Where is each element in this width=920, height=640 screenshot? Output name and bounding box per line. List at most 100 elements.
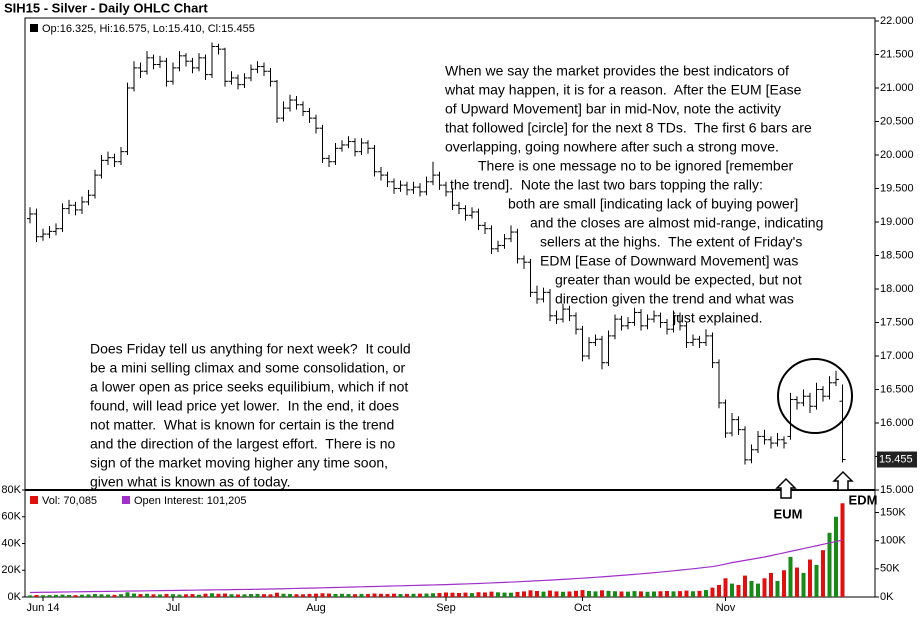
ohlc-bar — [79, 196, 85, 214]
y-tick-label: 17.500 — [880, 316, 914, 328]
right-note-line: what may happen, it is for a reason. Aft… — [444, 82, 802, 98]
y-tick-label: 19.500 — [880, 182, 914, 194]
ohlc-bar — [27, 207, 33, 224]
ohlc-bar — [482, 222, 488, 235]
ohlc-bar — [755, 431, 761, 454]
x-tick-label: Nov — [716, 602, 736, 614]
ohlc-bar — [781, 436, 787, 449]
volume-bar — [340, 593, 344, 597]
volume-bar — [327, 593, 331, 597]
volume-bar — [801, 572, 806, 597]
ohlc-bar — [163, 57, 170, 87]
price-legend: Op:16.325, Hi:16.575, Lo:15.410, Cl:15.4… — [42, 23, 255, 35]
volume-bar — [294, 594, 299, 597]
y2-tick-label: 150K — [880, 506, 906, 518]
ohlc-bar — [410, 181, 417, 194]
ohlc-bar — [800, 389, 807, 407]
ohlc-bar — [638, 309, 644, 331]
right-note-line: of Upward Movement] bar in mid-Nov, note… — [445, 101, 781, 117]
volume-bar — [541, 591, 546, 597]
volume-bar — [320, 593, 325, 597]
volume-bar — [574, 590, 578, 597]
ohlc-bar — [215, 43, 222, 55]
y-tick-label: 19.000 — [880, 216, 914, 228]
volume-bar — [606, 590, 611, 597]
right-note-line: the trend]. Note the last two bars toppi… — [450, 177, 763, 193]
x-tick-label: Jun 14 — [26, 602, 59, 614]
volume-bar — [522, 591, 526, 597]
volume-bar — [502, 592, 507, 597]
volume-bar — [366, 594, 370, 597]
volume-bar — [132, 593, 136, 597]
right-note-line: direction given the trend and what was — [555, 291, 794, 307]
ohlc-bar — [599, 335, 605, 370]
ohlc-bar — [612, 314, 618, 340]
ohlc-bar — [261, 62, 267, 76]
ohlc-bar — [787, 392, 794, 440]
volume-bar — [808, 559, 812, 597]
volume-bar — [41, 595, 45, 597]
ohlc-bar — [196, 53, 202, 72]
volume-bar — [119, 594, 123, 597]
ohlc-bar — [449, 188, 456, 210]
ohlc-bar — [98, 155, 105, 179]
ohlc-bar — [137, 62, 144, 78]
ohlc-bar — [170, 62, 176, 85]
last-price-box — [877, 451, 917, 468]
volume-bar — [710, 587, 715, 597]
volume-bar — [301, 594, 305, 597]
ohlc-bar — [722, 399, 729, 438]
volume-bar — [431, 593, 435, 597]
volume-bar — [229, 594, 234, 597]
volume-bar — [28, 595, 32, 597]
volume-bar — [99, 594, 104, 597]
ohlc-bar — [501, 234, 508, 249]
ohlc-bar — [352, 138, 358, 157]
ohlc-bar — [404, 181, 410, 196]
oi-legend: Open Interest: 101,205 — [134, 495, 247, 507]
ohlc-bar — [280, 101, 287, 122]
ohlc-bar — [124, 82, 131, 155]
x-tick-label: Aug — [306, 602, 326, 614]
ohlc-bar — [670, 310, 677, 333]
volume-bar — [821, 550, 825, 597]
ohlc-bar — [300, 101, 306, 117]
volume-bar — [704, 590, 708, 597]
ohlc-bar — [768, 436, 774, 449]
volume-bar — [769, 572, 773, 597]
y-tick-label: 20.000 — [880, 149, 914, 161]
ohlc-bar — [508, 225, 514, 243]
ohlc-bar — [293, 96, 300, 110]
volume-panel — [24, 489, 876, 598]
vol-tick-label: 20K — [1, 564, 21, 576]
ohlc-bar — [222, 47, 228, 87]
volume-bar — [665, 590, 669, 597]
ohlc-bar — [547, 289, 553, 322]
ohlc-bar — [521, 255, 527, 269]
volume-bar — [281, 593, 286, 597]
y-tick-label: 22.000 — [880, 15, 914, 27]
ohlc-bar — [326, 155, 332, 168]
volume-bar — [112, 594, 117, 597]
ohlc-bar — [820, 386, 826, 402]
ohlc-bar — [813, 382, 820, 410]
volume-bar — [749, 580, 754, 597]
last-price-label: 15.455 — [879, 453, 913, 465]
volume-bar — [268, 594, 273, 597]
volume-bar — [242, 594, 247, 597]
ohlc-bar — [384, 171, 391, 188]
ohlc-bar — [696, 335, 703, 348]
ohlc-bar — [40, 228, 46, 241]
volume-bar — [788, 556, 793, 597]
volume-bar — [73, 595, 78, 597]
volume-bar — [684, 590, 689, 597]
y-tick-label: 17.000 — [880, 350, 914, 362]
volume-bar — [262, 594, 266, 597]
volume-bar — [67, 594, 71, 597]
ohlc-bar — [228, 71, 235, 85]
volume-bar — [385, 593, 390, 597]
volume-bar — [580, 590, 585, 597]
ohlc-bar — [105, 151, 111, 166]
volume-legend: Vol: 70,085 — [42, 495, 97, 507]
volume-bar — [288, 594, 292, 597]
